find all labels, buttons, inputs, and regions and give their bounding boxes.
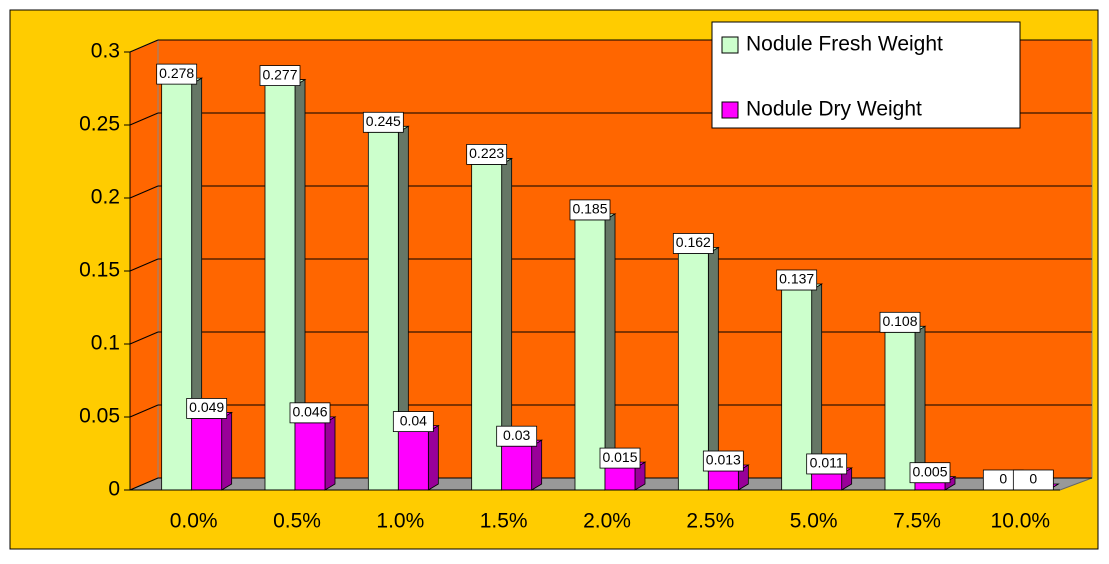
x-tick-label: 0.5% bbox=[273, 510, 321, 533]
data-label-box bbox=[156, 63, 198, 85]
data-label-box bbox=[289, 402, 331, 424]
x-tick-label: 10.0% bbox=[991, 510, 1051, 533]
data-label-box bbox=[806, 453, 848, 475]
bar bbox=[574, 219, 606, 491]
data-label-box bbox=[466, 144, 508, 165]
bar bbox=[264, 85, 296, 491]
bar bbox=[811, 473, 843, 491]
data-label: 0.005 bbox=[912, 463, 947, 479]
data-label: 0.03 bbox=[503, 427, 530, 443]
y-tick-label: 0.2 bbox=[91, 186, 120, 209]
grid-line bbox=[129, 331, 159, 345]
grid-line bbox=[129, 477, 159, 491]
x-tick-label: 0.0% bbox=[170, 510, 218, 533]
data-label: 0.108 bbox=[882, 313, 917, 329]
data-label-box bbox=[702, 450, 744, 472]
bar-side bbox=[221, 411, 233, 491]
data-label: 0 bbox=[999, 471, 1007, 487]
data-label-box bbox=[362, 111, 404, 133]
data-label-box bbox=[569, 199, 611, 221]
data-label-box bbox=[392, 411, 434, 433]
x-tick-label: 2.5% bbox=[686, 510, 734, 533]
legend-label: Nodule Dry Weight bbox=[746, 98, 922, 121]
data-label-box bbox=[599, 447, 641, 469]
x-tick-label: 1.5% bbox=[480, 510, 528, 533]
y-tick-label: 0.05 bbox=[79, 405, 120, 428]
data-label-box bbox=[879, 311, 921, 333]
data-label: 0.185 bbox=[572, 201, 607, 217]
labels: 0 0.05 0.1 0.15 0.2 0.25 0.3 0.0% 0.278 0.049 0.5%… bbox=[79, 40, 1054, 533]
data-label: 0.162 bbox=[676, 234, 711, 250]
data-label: 0.04 bbox=[400, 412, 427, 428]
bar bbox=[191, 418, 223, 491]
data-label-box bbox=[259, 65, 301, 86]
bar bbox=[604, 467, 636, 491]
data-label: 0.277 bbox=[262, 66, 297, 82]
data-label-box bbox=[496, 425, 538, 447]
data-label-box bbox=[186, 398, 228, 419]
bar bbox=[707, 470, 739, 491]
grid-line bbox=[129, 39, 159, 53]
y-tick-label: 0.25 bbox=[79, 113, 120, 136]
data-label: 0.015 bbox=[602, 449, 637, 465]
x-tick-label: 7.5% bbox=[893, 510, 941, 533]
data-label-box bbox=[909, 462, 951, 484]
data-label: 0.245 bbox=[366, 113, 401, 129]
bar-side bbox=[324, 416, 336, 491]
data-label: 0.278 bbox=[159, 65, 194, 81]
data-label: 0.137 bbox=[779, 271, 814, 287]
grid-line bbox=[129, 258, 159, 272]
bar bbox=[914, 482, 946, 491]
data-label: 0.049 bbox=[189, 399, 224, 415]
y-tick-label: 0 bbox=[108, 478, 120, 501]
data-label-box bbox=[776, 269, 818, 291]
x-tick-label: 1.0% bbox=[376, 510, 424, 533]
grid-line bbox=[129, 112, 159, 126]
data-label: 0 bbox=[1029, 471, 1037, 487]
bar bbox=[294, 422, 326, 491]
bar bbox=[397, 431, 429, 491]
data-label: 0.046 bbox=[292, 404, 327, 420]
data-label: 0.013 bbox=[706, 452, 741, 468]
legend-swatch bbox=[721, 101, 739, 119]
legend-label: Nodule Fresh Weight bbox=[746, 33, 943, 56]
x-tick-label: 5.0% bbox=[790, 510, 838, 533]
data-label-box bbox=[672, 233, 714, 254]
bar bbox=[501, 445, 533, 491]
y-tick-label: 0.3 bbox=[91, 40, 120, 63]
data-label: 0.011 bbox=[810, 455, 844, 471]
grid-line bbox=[129, 404, 159, 418]
x-tick-label: 2.0% bbox=[583, 510, 631, 533]
data-label: 0.223 bbox=[469, 145, 504, 161]
bar bbox=[367, 131, 399, 491]
bar bbox=[161, 83, 193, 491]
bar-side bbox=[427, 424, 439, 491]
grid-line bbox=[129, 185, 159, 199]
bar-side bbox=[531, 439, 543, 491]
y-tick-label: 0.15 bbox=[79, 259, 120, 282]
y-tick-label: 0.1 bbox=[91, 332, 120, 355]
legend-swatch bbox=[721, 36, 739, 54]
legend-box bbox=[711, 21, 1021, 129]
legend: Nodule Fresh Weight Nodule Dry Weight bbox=[711, 21, 1021, 129]
